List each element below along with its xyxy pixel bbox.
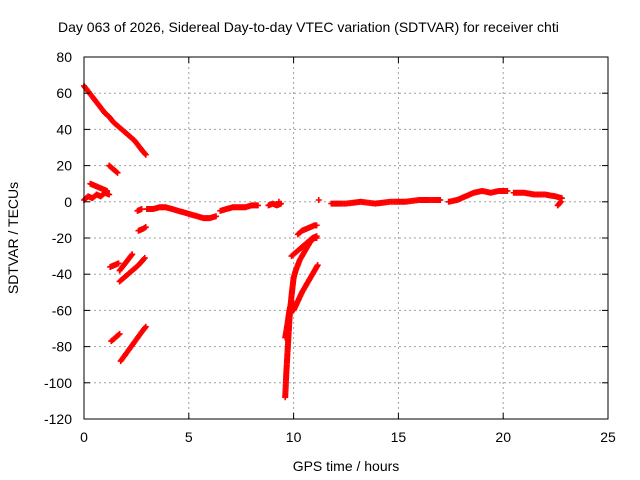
- data-point: [115, 331, 122, 338]
- x-tick-label: 25: [600, 429, 616, 445]
- y-tick-label: -40: [52, 266, 72, 282]
- data-point: [288, 298, 295, 305]
- data-point: [104, 187, 111, 194]
- y-tick-label: -100: [44, 375, 72, 391]
- data-point: [138, 206, 145, 213]
- data-point: [129, 251, 136, 258]
- data-point: [313, 222, 320, 229]
- y-tick-label: -120: [44, 411, 72, 427]
- data-point: [142, 224, 149, 231]
- data-point: [558, 195, 565, 202]
- data-point: [437, 196, 444, 203]
- data-point: [113, 168, 120, 175]
- y-tick-label: 60: [56, 85, 72, 101]
- y-axis-label: SDTVAR / TECUs: [5, 182, 21, 294]
- data-point: [114, 169, 121, 176]
- data-point: [314, 262, 321, 269]
- y-tick-label: -80: [52, 339, 72, 355]
- data-point: [275, 198, 282, 205]
- x-tick-label: 10: [286, 429, 302, 445]
- data-point: [116, 330, 123, 337]
- data-point: [504, 187, 511, 194]
- x-axis-label: GPS time / hours: [293, 458, 400, 474]
- data-point: [142, 151, 149, 158]
- data-points: [81, 82, 565, 401]
- data-point: [254, 202, 261, 209]
- data-point: [142, 323, 149, 330]
- y-tick-label: -60: [52, 302, 72, 318]
- data-point: [141, 254, 148, 261]
- data-point: [128, 252, 135, 259]
- x-tick-label: 5: [185, 429, 193, 445]
- axis-ticks: 0 5 10 15 20 25 -120 -100 -80 -60 -40 -20 0 20 40 60 80: [44, 49, 616, 445]
- y-tick-label: 40: [56, 121, 72, 137]
- grid: [84, 57, 608, 419]
- x-tick-label: 20: [495, 429, 511, 445]
- y-tick-label: 0: [64, 194, 72, 210]
- data-point: [213, 213, 220, 220]
- y-tick-label: -20: [52, 230, 72, 246]
- data-point: [115, 260, 122, 267]
- chart-title: Day 063 of 2026, Sidereal Day-to-day VTE…: [58, 19, 559, 35]
- data-point: [315, 196, 322, 203]
- y-tick-label: 80: [56, 49, 72, 65]
- data-point: [106, 191, 113, 198]
- y-tick-label: 20: [56, 158, 72, 174]
- x-tick-label: 0: [80, 429, 88, 445]
- x-tick-label: 15: [391, 429, 407, 445]
- data-point: [140, 255, 147, 262]
- data-point: [141, 324, 148, 331]
- data-point: [557, 198, 564, 205]
- data-point: [313, 233, 320, 240]
